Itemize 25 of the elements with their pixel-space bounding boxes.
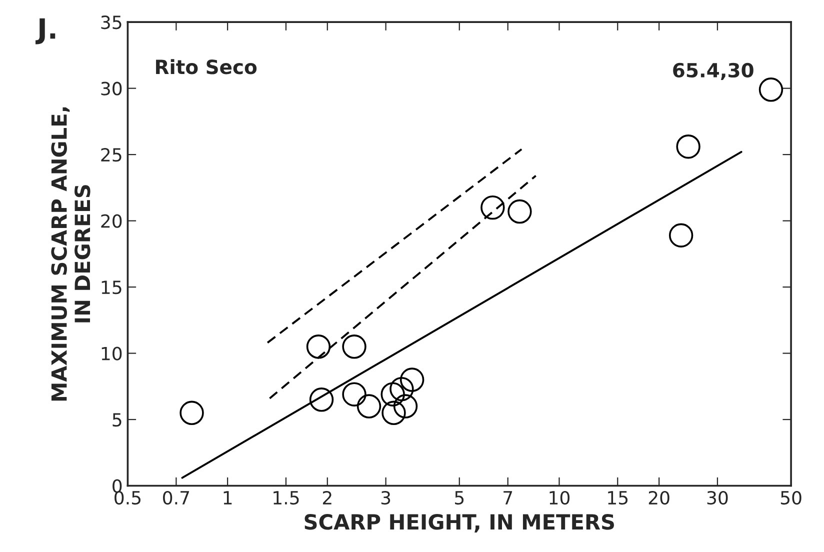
x-tick-label: 7 — [504, 491, 512, 504]
y-tick-label: 5 — [112, 413, 122, 427]
y-tick-label: 20 — [101, 214, 122, 228]
annotation: 65.4,30 — [673, 62, 754, 80]
x-tick-label: 1.5 — [274, 491, 299, 505]
y-tick-label: 30 — [101, 82, 122, 96]
x-tick-label: 15 — [608, 491, 628, 505]
x-tick-label: 30 — [707, 490, 728, 505]
x-tick-label: 20 — [648, 490, 670, 505]
y-tick-label: 10 — [102, 346, 122, 360]
y-tick-label: 35 — [101, 16, 122, 30]
x-tick-label: 10 — [550, 490, 570, 505]
x-tick-label: 0.7 — [163, 490, 189, 505]
x-tick-label: 2 — [322, 490, 332, 504]
x-axis-title: SCARP HEIGHT, IN METERS — [304, 514, 614, 532]
x-tick-label: 5 — [455, 491, 464, 505]
annotation: Rito Seco — [156, 59, 257, 74]
chart-title: J. — [36, 18, 56, 44]
x-tick-label: 50 — [780, 490, 802, 505]
x-tick-label: 0.5 — [114, 490, 140, 505]
y-tick-label: 15 — [102, 280, 122, 294]
x-tick-label: 3 — [381, 490, 390, 505]
y-tick-label: 25 — [101, 148, 122, 162]
x-tick-label: 1 — [224, 491, 232, 504]
y-axis-title: MAXIMUM SCARP ANGLE, IN DEGREES — [51, 107, 90, 401]
